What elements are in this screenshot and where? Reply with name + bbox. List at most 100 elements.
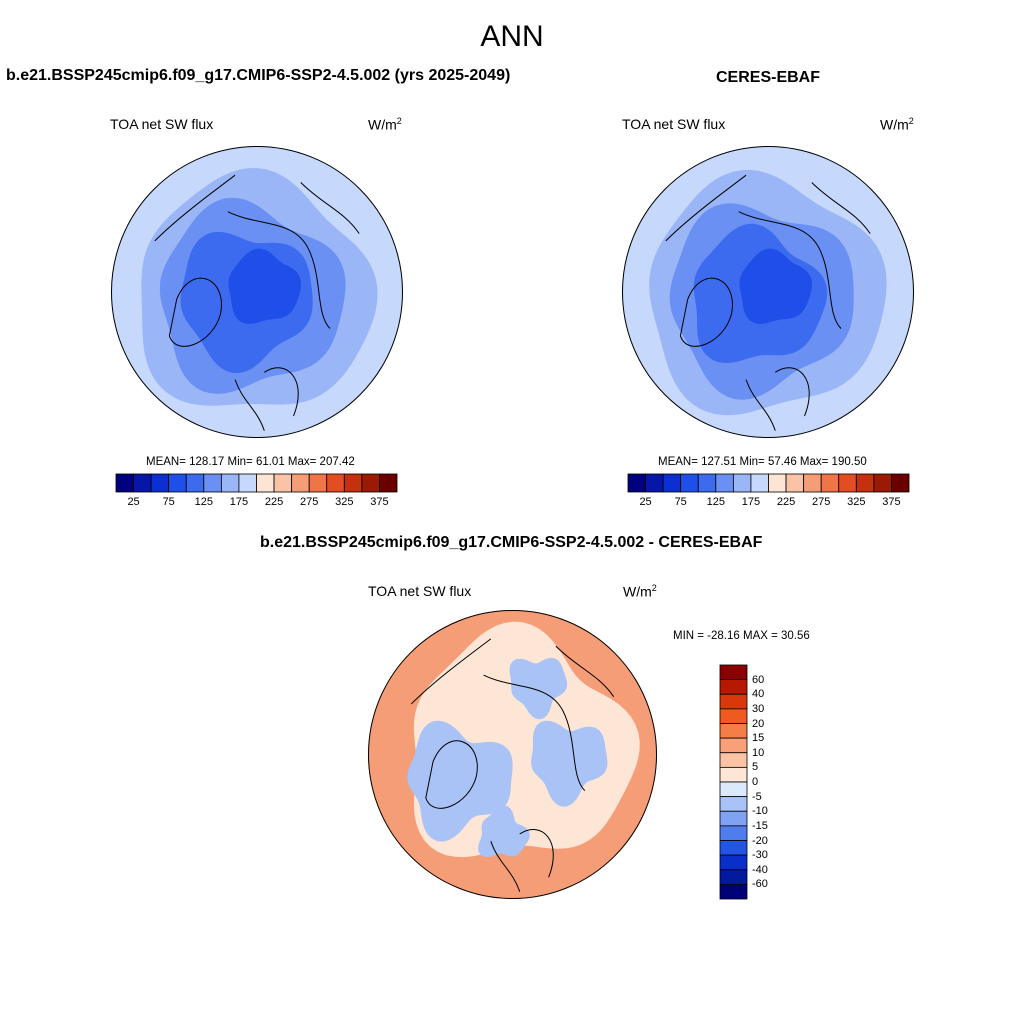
panel2-coastline	[665, 174, 747, 242]
panel2-coastline	[745, 379, 776, 431]
panel3-colorbar-tick-label: -20	[752, 834, 768, 847]
panel1-band-core	[228, 248, 302, 324]
panel3-colorbar-swatch	[719, 664, 748, 681]
panel3-negative-field	[531, 720, 608, 807]
panel2-colorbar-swatch	[662, 473, 682, 493]
panel3-colorbar-swatch	[719, 840, 748, 856]
panel3-colorbar-tick-label: -60	[752, 878, 768, 891]
panel3-colorbar-tick-label: 10	[752, 746, 765, 759]
panel1-coastline	[227, 211, 331, 329]
panel2-colorbar-tick-label: 275	[812, 496, 831, 508]
panel1-colorbar-swatch	[168, 473, 187, 493]
panel3-colorbar-tick-label: -10	[752, 805, 768, 818]
panel1-colorbar-tick-label: 25	[127, 496, 140, 508]
panel1-polar-map	[111, 146, 403, 438]
panel2-units-label: W/m2	[880, 116, 914, 133]
panel2-colorbar-tick-label: 225	[776, 496, 796, 508]
panel3-polar-map	[368, 610, 657, 899]
panel3-colorbar-tick-label: -5	[752, 790, 762, 803]
panel1-colorbar-tick-label: 375	[370, 496, 389, 508]
panel3-colorbar-swatch	[719, 854, 748, 871]
panel3-colorbar-tick-label: 40	[752, 688, 765, 701]
panel2-colorbar-swatch	[680, 473, 699, 493]
panel1-colorbar-swatch	[379, 473, 398, 493]
panel3-colorbar-swatch	[719, 737, 748, 754]
panel1-coastline	[154, 174, 236, 242]
panel3-colorbar-swatch	[719, 752, 748, 768]
panel1-coastline	[264, 367, 299, 417]
panel2-colorbar-swatch	[785, 473, 805, 493]
panel3-colorbar-swatch	[719, 679, 748, 695]
panel3-units-label: W/m2	[623, 583, 657, 600]
panel3-coastline	[425, 740, 478, 809]
panel3-map-border	[368, 610, 657, 899]
panel3-colorbar-swatch	[719, 781, 748, 798]
panel3-colorbar-tick-label: -15	[752, 819, 768, 832]
panel3-colorbar-tick-label: 15	[752, 732, 765, 745]
panel2-colorbar-swatch	[732, 473, 752, 493]
panel1-units-label: W/m2	[368, 116, 402, 133]
panel1-stats: MEAN= 128.17 Min= 61.01 Max= 207.42	[146, 456, 355, 468]
panel3-colorbar-swatch	[719, 810, 748, 827]
panel2-stats: MEAN= 127.51 Min= 57.46 Max= 190.50	[658, 456, 867, 468]
panel2-band-core	[739, 248, 813, 324]
panel1-colorbar-swatch	[150, 473, 170, 493]
panel3-coastline	[410, 638, 492, 705]
panel2-colorbar-tick-label: 25	[639, 496, 652, 508]
panel3-colorbar-swatch	[719, 883, 748, 900]
panel2-colorbar-swatch	[891, 473, 910, 493]
panel1-colorbar-swatch	[185, 473, 205, 493]
panel3-coastline	[490, 841, 521, 892]
panel1-coastline	[234, 379, 265, 431]
panel1-colorbar-tick-label: 325	[335, 496, 354, 508]
panel1-title: b.e21.BSSP245cmip6.f09_g17.CMIP6-SSP2-4.…	[6, 67, 511, 84]
panel1-variable-label: TOA net SW flux	[110, 116, 214, 132]
panel2-title: CERES-EBAF	[716, 69, 821, 86]
panel1-colorbar-swatch	[115, 473, 134, 493]
panel1-coastline	[168, 277, 222, 347]
panel2-colorbar-tick-label: 75	[674, 496, 687, 508]
panel3-colorbar-swatch	[719, 869, 748, 885]
panel1-colorbar-swatch	[308, 473, 328, 493]
panel1-colorbar-swatch	[238, 473, 257, 493]
panel2-coastline	[811, 182, 871, 234]
panel1-colorbar-tick-label: 75	[162, 496, 175, 508]
panel2-map-border	[622, 146, 914, 438]
panel2-polar-map	[622, 146, 914, 438]
panel2-colorbar-swatch	[645, 473, 664, 493]
panel2-coastline	[738, 211, 842, 329]
panel2-coastline	[775, 367, 810, 417]
panel2-variable-label: TOA net SW flux	[622, 116, 726, 132]
panel3-colorbar-tick-label: 5	[752, 761, 759, 774]
panel1-colorbar-tick-label: 275	[300, 496, 319, 508]
panel2-colorbar-swatch	[697, 473, 717, 493]
panel1-colorbar-swatch	[361, 473, 380, 493]
panel1-coastline	[300, 182, 360, 234]
panel1-colorbar-swatch	[133, 473, 152, 493]
panel2-colorbar-swatch	[768, 473, 787, 493]
panel2-coastline	[679, 277, 733, 347]
panel2-colorbar-tick-label: 125	[706, 496, 725, 508]
figure-title: ANN	[480, 20, 544, 53]
panel2-colorbar-swatch	[715, 473, 734, 493]
panel3-variable-label: TOA net SW flux	[368, 583, 472, 599]
panel3-colorbar-swatch	[719, 723, 748, 739]
panel1-colorbar-swatch	[273, 473, 293, 493]
panel1-colorbar-ticks: 25 75 125 175 225 275 325 375	[116, 496, 397, 512]
panel3-colorbar-swatch	[719, 693, 748, 710]
panel3-colorbar-tick-label: 20	[752, 717, 765, 730]
panel2-colorbar-swatch	[627, 473, 646, 493]
panel2-colorbar-swatch	[820, 473, 840, 493]
panel3-coastline	[555, 645, 615, 697]
panel1-colorbar-swatch	[256, 473, 275, 493]
panel3-colorbar-tick-label: -40	[752, 863, 768, 876]
panel3-colorbar-tick-label: 30	[752, 702, 765, 715]
panel2-colorbar-swatch	[750, 473, 769, 493]
panel3-negative-field	[509, 657, 568, 720]
panel2-colorbar-swatch	[803, 473, 822, 493]
panel3-negative-field	[478, 805, 530, 858]
panel3-negative-field	[407, 720, 513, 842]
panel3-coastline	[483, 674, 586, 791]
panel1-colorbar-tick-label: 225	[264, 496, 284, 508]
panel1-colorbar-tick-label: 175	[229, 496, 249, 508]
